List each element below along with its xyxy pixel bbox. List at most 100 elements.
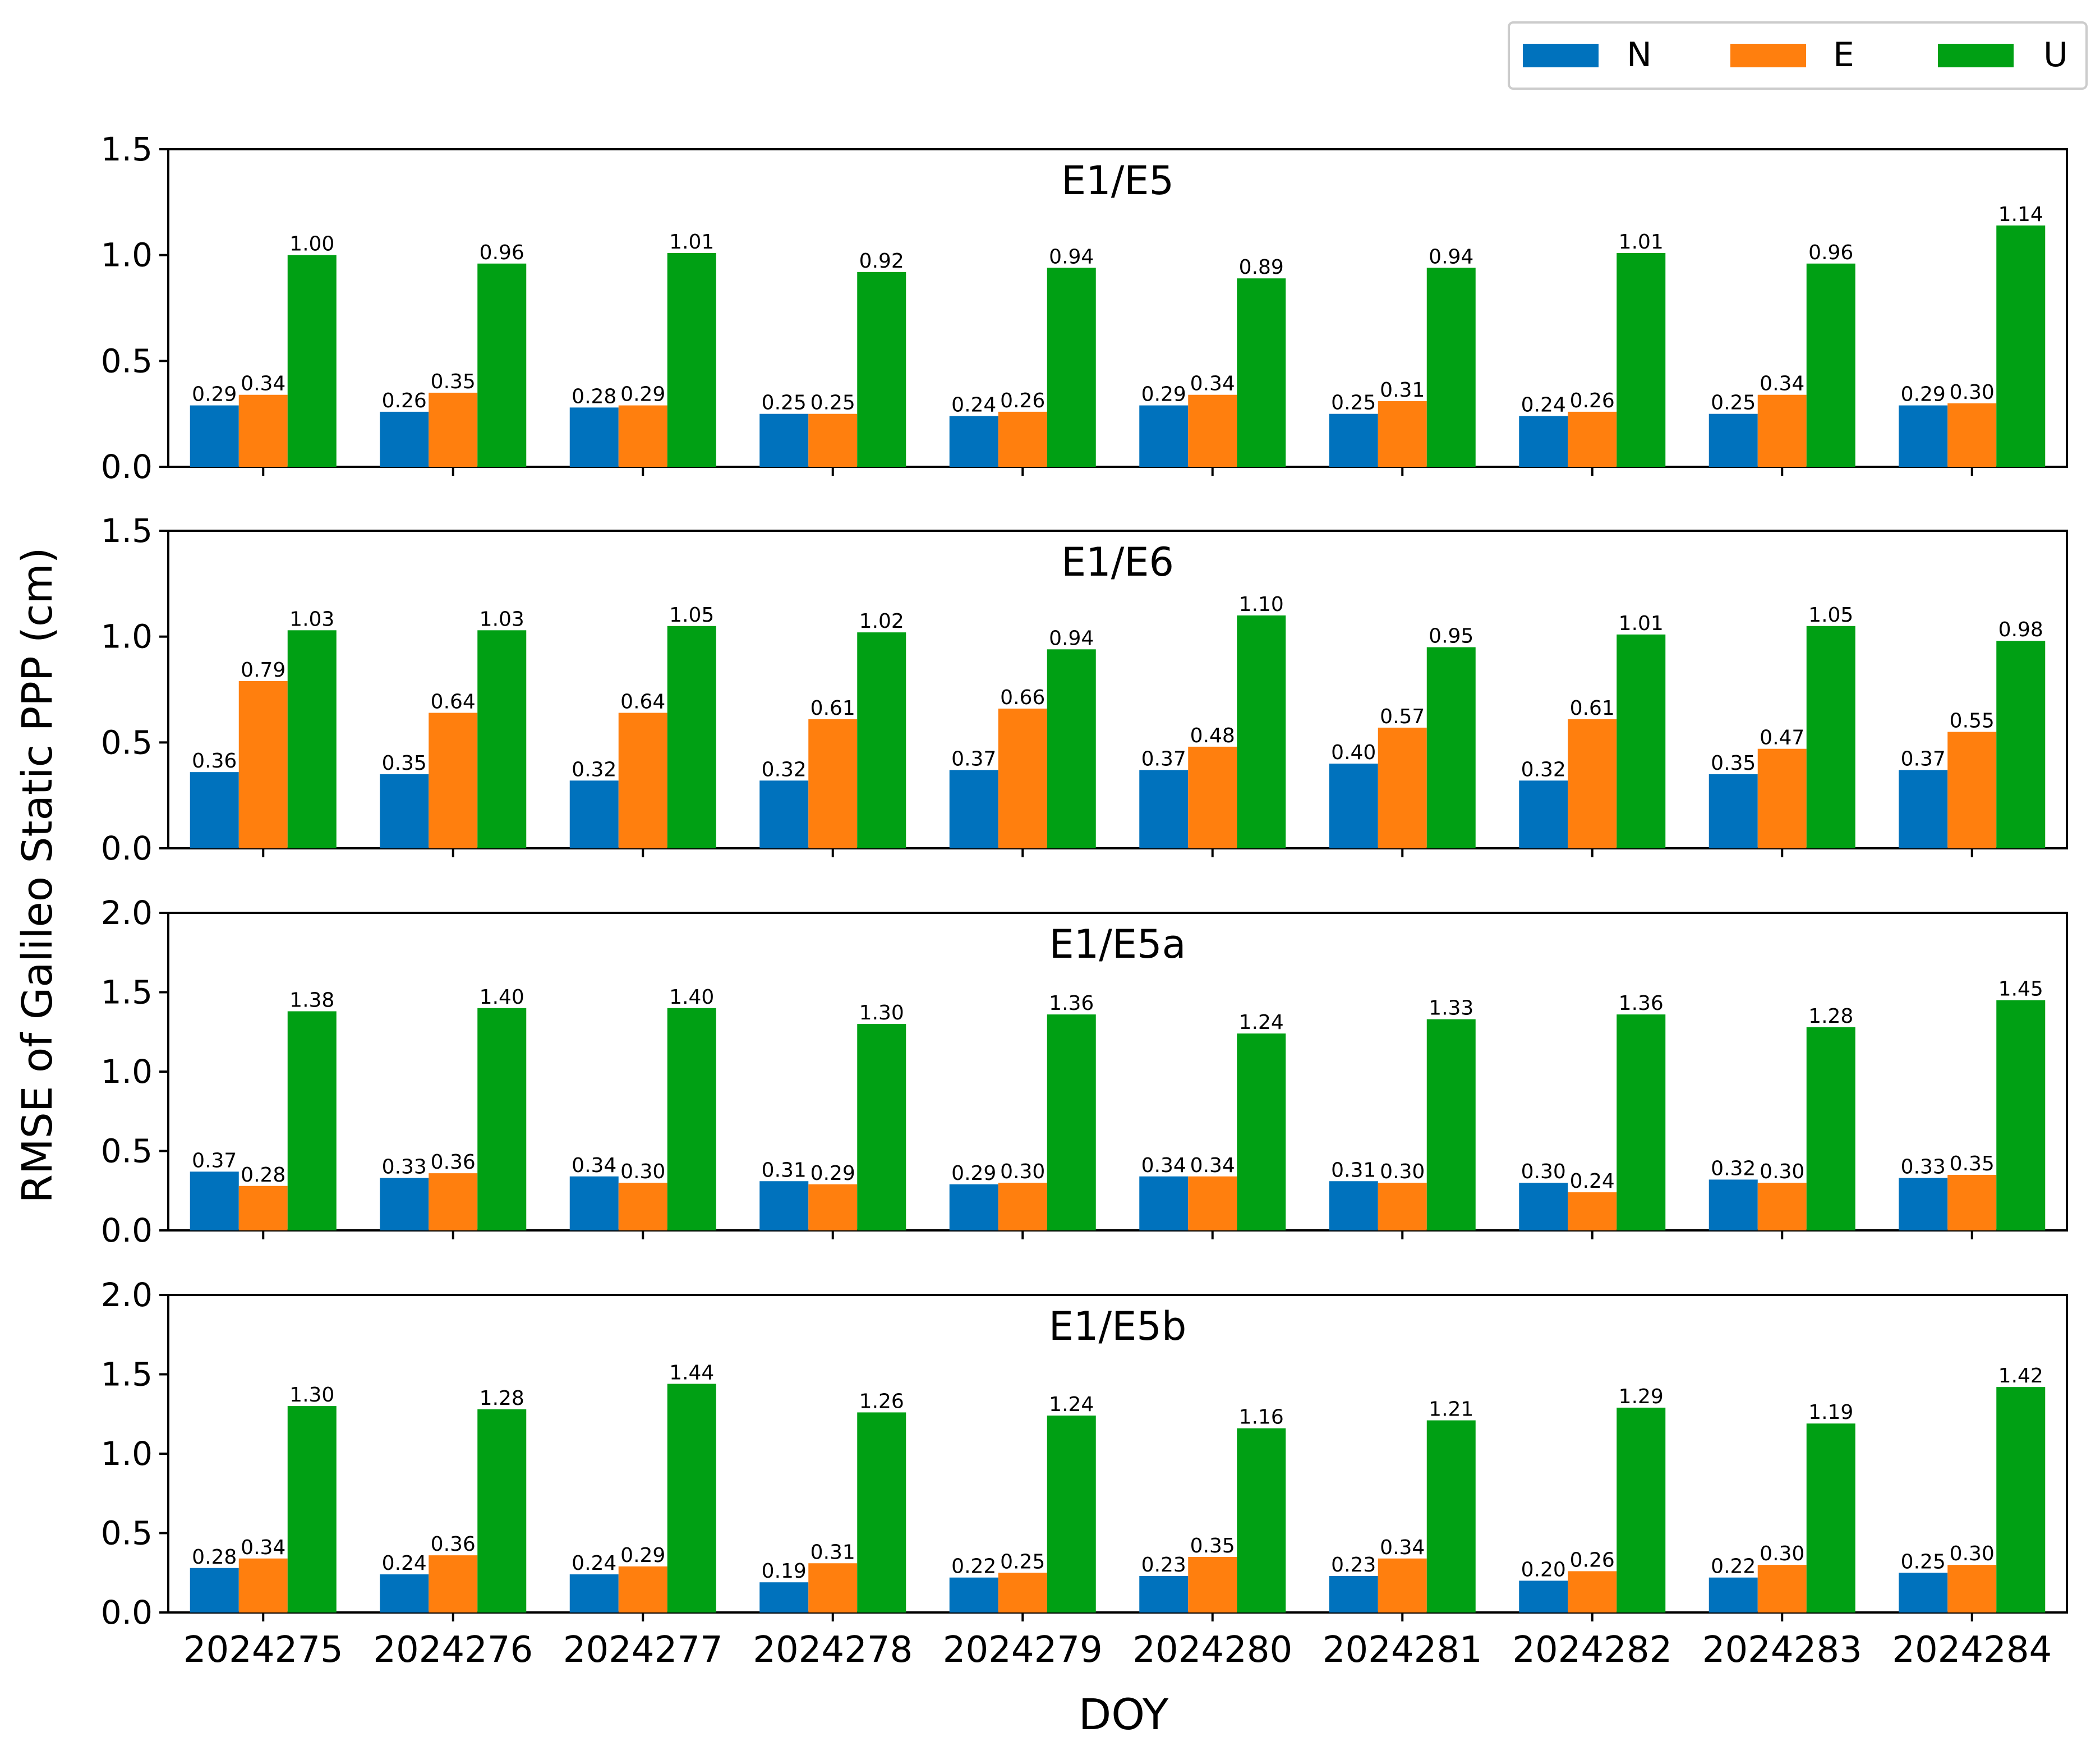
panel-title: E1/E5b xyxy=(1049,1303,1187,1349)
bar-e xyxy=(998,411,1047,467)
bar-value-label: 0.48 xyxy=(1190,724,1235,747)
bar-u xyxy=(857,272,906,467)
bar-n xyxy=(949,416,998,467)
bar-n xyxy=(759,1181,809,1230)
bar-u xyxy=(1806,1423,1855,1612)
panel-title: E1/E5a xyxy=(1049,921,1186,967)
bar-e xyxy=(238,1558,288,1612)
bar-value-label: 0.64 xyxy=(620,691,665,714)
bar-u xyxy=(667,626,716,848)
bar-value-label: 0.92 xyxy=(859,250,904,273)
bar-e xyxy=(1378,401,1427,467)
bar-e xyxy=(238,394,288,467)
bar-value-label: 0.24 xyxy=(1570,1170,1615,1193)
bar-n xyxy=(190,1171,239,1230)
bar-u xyxy=(1996,1387,2046,1612)
panel-title: E1/E5 xyxy=(1061,158,1174,204)
bar-n xyxy=(1329,764,1378,848)
bar-n xyxy=(1139,1575,1189,1612)
bar-value-label: 0.26 xyxy=(1000,389,1045,412)
bar-u xyxy=(1617,1014,1666,1230)
legend-label-e: E xyxy=(1833,35,1854,75)
bar-u xyxy=(1426,1019,1476,1230)
bar-u xyxy=(1047,1416,1096,1612)
bar-e xyxy=(429,1173,478,1230)
bar-value-label: 0.23 xyxy=(1141,1554,1186,1577)
bar-value-label: 0.47 xyxy=(1760,727,1804,750)
bar-e xyxy=(808,413,858,467)
y-tick-label: 1.0 xyxy=(101,618,153,656)
bar-value-label: 0.20 xyxy=(1521,1558,1566,1581)
bar-n xyxy=(190,1568,239,1612)
bar-u xyxy=(667,252,716,467)
bar-value-label: 1.21 xyxy=(1429,1398,1473,1421)
bar-value-label: 0.25 xyxy=(762,392,807,415)
bar-u xyxy=(1237,1428,1286,1612)
x-tick-label: 2024279 xyxy=(943,1629,1103,1671)
bar-value-label: 1.42 xyxy=(1998,1364,2043,1387)
bar-value-label: 1.40 xyxy=(480,986,524,1009)
panel-1: E1/E50.00.51.01.50.29 0.341.000.260.350.9… xyxy=(101,130,2068,486)
bar-value-label: 0.34 xyxy=(1141,1154,1186,1177)
bar-value-label: 0.61 xyxy=(1570,697,1615,720)
bar-n xyxy=(1708,1179,1758,1230)
y-tick-label: 0.0 xyxy=(101,829,153,867)
bar-n xyxy=(569,1574,619,1612)
bar-value-label: 0.19 xyxy=(762,1560,807,1583)
bar-value-label: 0.30 xyxy=(1760,1542,1804,1565)
bar-e xyxy=(808,719,858,848)
bar-n xyxy=(569,1176,619,1230)
bar-value-label: 0.28 xyxy=(192,1546,237,1569)
bar-value-label: 0.25 xyxy=(810,392,855,415)
bar-value-label: 0.24 xyxy=(1521,393,1566,416)
bar-value-label: 0.40 xyxy=(1331,741,1376,764)
bar-value-label: 1.30 xyxy=(289,1384,334,1407)
bar-e xyxy=(1568,1192,1617,1230)
bar-value-label: 1.00 xyxy=(289,233,334,256)
legend-swatch-e xyxy=(1730,44,1806,67)
legend-label-n: N xyxy=(1627,35,1652,75)
bar-e xyxy=(808,1184,858,1230)
bar-e xyxy=(1757,1565,1807,1612)
legend-label-u: U xyxy=(2043,35,2068,75)
bar-value-label: 0.24 xyxy=(382,1552,427,1575)
bar-value-label: 0.34 xyxy=(1760,373,1804,396)
bar-value-label: 1.10 xyxy=(1239,593,1284,616)
bar-e xyxy=(1757,748,1807,848)
bar-value-label: 0.26 xyxy=(382,389,427,412)
bar-n xyxy=(759,780,809,848)
bar-value-label: 0.34 xyxy=(572,1154,616,1177)
bar-u xyxy=(477,1409,527,1612)
bar-n xyxy=(1329,1575,1378,1612)
bar-n xyxy=(1708,413,1758,467)
bar-value-label: 0.37 xyxy=(1901,747,1946,770)
bar-u xyxy=(1426,647,1476,848)
bar-u xyxy=(1237,278,1286,467)
bar-n xyxy=(949,1577,998,1612)
bar-value-label: 0.57 xyxy=(1380,705,1425,728)
legend: N E U xyxy=(1508,21,2088,90)
bar-value-label: 1.40 xyxy=(669,986,714,1009)
bar-value-label: 0.30 xyxy=(1380,1160,1425,1183)
bar-value-label: 0.25 xyxy=(1000,1550,1045,1573)
bar-value-label: 0.34 xyxy=(1190,1154,1235,1177)
bar-value-label: 1.14 xyxy=(1998,203,2043,226)
bar-value-label: 0.35 xyxy=(382,752,427,775)
bar-value-label: 1.38 xyxy=(289,989,334,1012)
bar-value-label: 1.36 xyxy=(1049,992,1094,1015)
bar-value-label: 0.28 xyxy=(241,1164,285,1187)
bar-u xyxy=(857,1412,906,1612)
bar-e xyxy=(1568,411,1617,467)
bar-e xyxy=(1947,403,1997,467)
bar-u xyxy=(1806,1027,1855,1230)
bar-value-label: 0.30 xyxy=(1950,381,1995,404)
bar-value-label: 0.29 xyxy=(1901,383,1946,406)
bar-value-label: 1.19 xyxy=(1808,1401,1853,1424)
y-tick-label: 0.0 xyxy=(101,1593,153,1632)
bar-value-label: 0.31 xyxy=(1331,1159,1376,1182)
bar-e xyxy=(429,713,478,848)
bar-n xyxy=(1329,1181,1378,1230)
bar-value-label: 1.16 xyxy=(1239,1406,1284,1429)
bar-value-label: 0.37 xyxy=(1141,747,1186,770)
bar-u xyxy=(477,630,527,848)
